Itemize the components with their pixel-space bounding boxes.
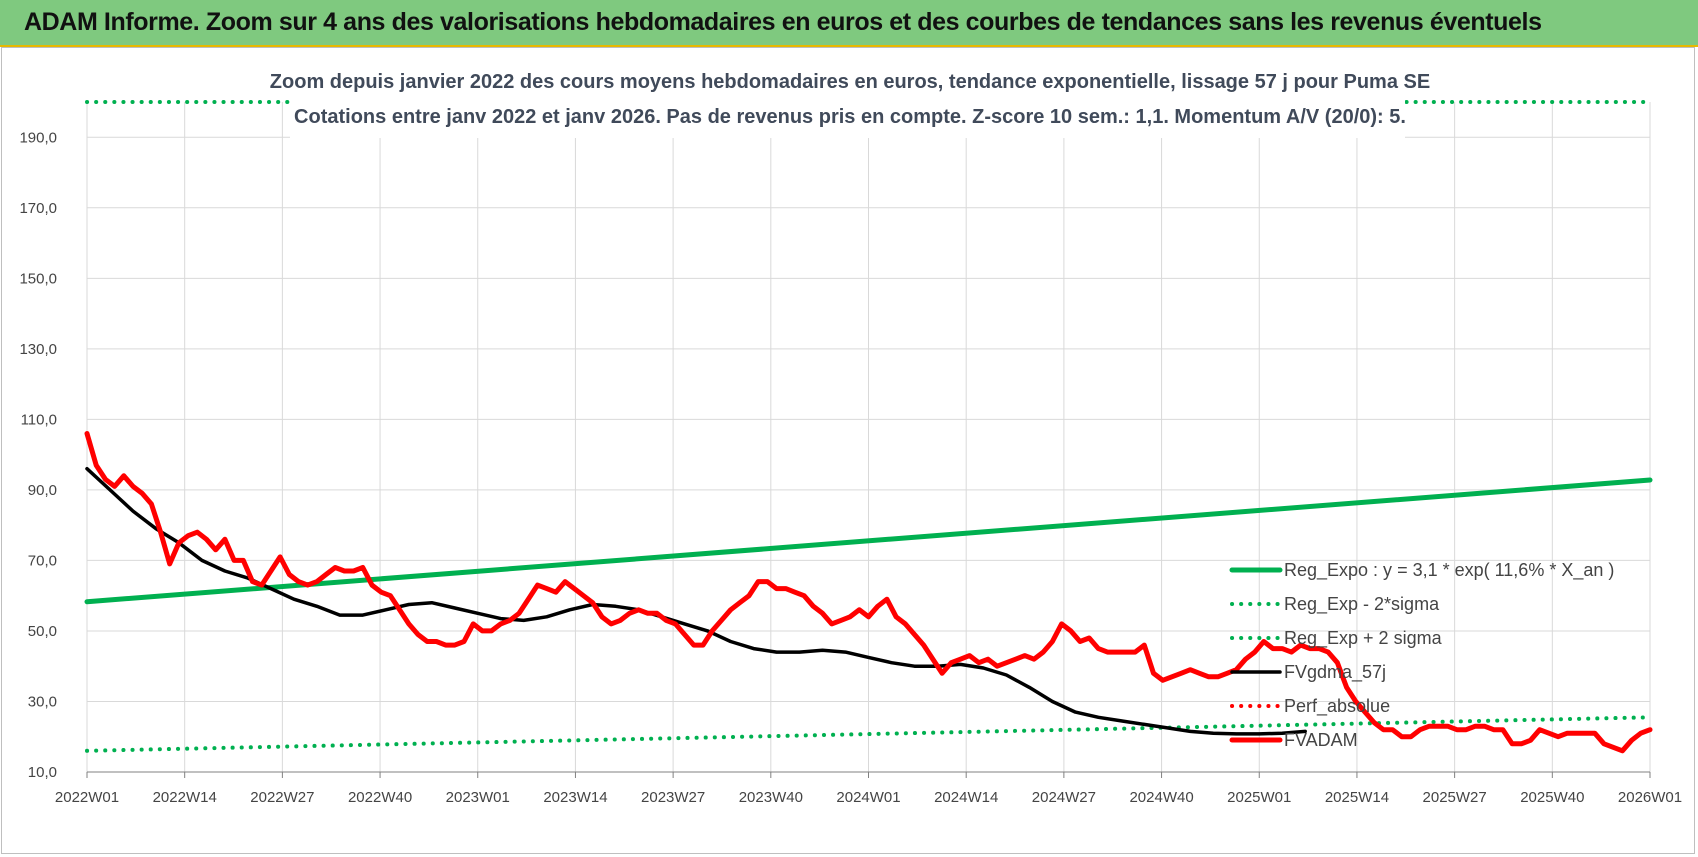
x-tick-label: 2022W40: [348, 789, 412, 806]
y-tick-label: 50,0: [28, 623, 57, 640]
y-tick-label: 150,0: [19, 270, 57, 287]
x-tick-label: 2024W40: [1129, 789, 1193, 806]
page-title: ADAM Informe. Zoom sur 4 ans des valoris…: [24, 8, 1542, 36]
x-tick-label: 2025W14: [1325, 789, 1389, 806]
y-tick-label: 170,0: [19, 200, 57, 217]
y-tick-label: 30,0: [28, 693, 57, 710]
x-tick-label: 2025W01: [1227, 789, 1291, 806]
series-line-0: [84, 477, 1653, 605]
y-tick-label: 10,0: [28, 764, 57, 781]
chart-subtitle: Cotations entre janv 2022 et janv 2026. …: [294, 106, 1406, 128]
chart-frame: [1, 47, 1695, 854]
y-tick-label: 190,0: [19, 129, 57, 146]
x-tick-label: 2023W14: [543, 789, 607, 806]
x-tick-label: 2022W14: [153, 789, 217, 806]
y-tick-label: 130,0: [19, 341, 57, 358]
x-tick-label: 2024W01: [836, 789, 900, 806]
subtitle-background: [290, 68, 1405, 138]
x-tick-label: 2025W27: [1423, 789, 1487, 806]
x-tick-label: 2022W01: [55, 789, 119, 806]
x-tick-label: 2022W27: [250, 789, 314, 806]
y-tick-label: 90,0: [28, 482, 57, 499]
x-tick-label: 2024W27: [1032, 789, 1096, 806]
y-tick-label: 70,0: [28, 552, 57, 569]
legend: Reg_Expo : y = 3,1 * exp( 11,6% * X_an )…: [1229, 560, 1614, 750]
legend-label: Reg_Expo : y = 3,1 * exp( 11,6% * X_an ): [1284, 560, 1614, 581]
y-tick-label: 110,0: [21, 411, 57, 428]
x-tick-label: 2024W14: [934, 789, 998, 806]
x-tick-label: 2023W40: [739, 789, 803, 806]
grid-lines: [86, 102, 1651, 778]
series-line-5: [84, 431, 1653, 754]
legend-label: Reg_Exp + 2 sigma: [1284, 628, 1443, 649]
title-banner: ADAM Informe. Zoom sur 4 ans des valoris…: [0, 0, 1698, 47]
axis-ticks: 10,0 30,0 50,0 70,0 90,0 110,0 130,0 150,0 170,0…: [19, 129, 1682, 806]
legend-label: FVgdma_57j: [1284, 662, 1386, 683]
legend-label: Perf_absolue: [1284, 696, 1390, 717]
legend-label: FVADAM: [1284, 730, 1358, 750]
x-tick-label: 2025W40: [1520, 789, 1584, 806]
series-line-3: [85, 466, 1307, 736]
series-line-1: [85, 715, 1652, 753]
legend-label: Reg_Exp - 2*sigma: [1284, 594, 1440, 615]
x-tick-label: 2023W27: [641, 789, 705, 806]
x-tick-label: 2023W01: [446, 789, 510, 806]
chart-title: Zoom depuis janvier 2022 des cours moyen…: [270, 71, 1430, 93]
x-tick-label: 2026W01: [1618, 789, 1682, 806]
